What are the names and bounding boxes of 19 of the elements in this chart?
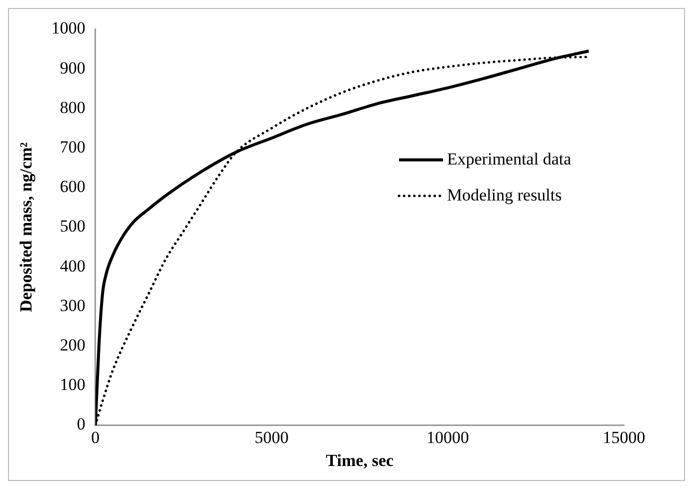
y-tick-label: 300 — [60, 296, 86, 315]
y-tick-label: 800 — [60, 98, 86, 117]
y-tick-label: 600 — [60, 177, 86, 196]
y-tick-label: 500 — [60, 216, 86, 236]
x-tick-label: 5000 — [254, 428, 289, 447]
y-tick-label: 1000 — [51, 18, 86, 38]
y-tick-label: 200 — [60, 335, 86, 354]
x-tick-label: 0 — [91, 428, 100, 447]
y-tick-label: 700 — [60, 137, 86, 156]
y-tick-label: 900 — [60, 58, 86, 78]
legend-label: Experimental data — [447, 149, 572, 168]
y-axis-title: Deposited mass, ng/cm² — [16, 142, 36, 312]
x-tick-label: 10000 — [426, 428, 470, 447]
x-tick-label: 15000 — [602, 428, 646, 447]
legend-label: Modeling results — [447, 185, 562, 204]
x-axis-title: Time, sec — [326, 451, 394, 470]
y-tick-label: 400 — [60, 256, 86, 276]
y-tick-label: 0 — [76, 414, 86, 434]
y-tick-label: 100 — [60, 375, 86, 394]
